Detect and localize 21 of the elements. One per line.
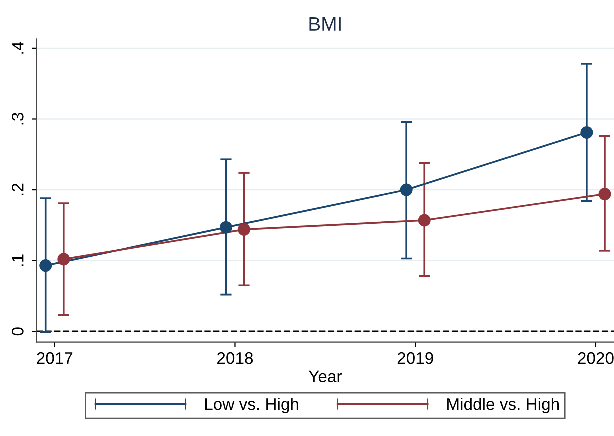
x-tick-label: 2017: [37, 352, 73, 364]
x-tick-label: 2020: [578, 352, 614, 364]
x-axis-title: Year: [308, 370, 342, 383]
y-tick-label: 0: [12, 328, 24, 336]
y-tick-label: .3: [12, 113, 24, 125]
point: [418, 214, 431, 227]
y-tick-label: .1: [12, 254, 24, 266]
y-tick-label: .2: [12, 184, 24, 196]
point: [598, 188, 612, 201]
point: [58, 253, 70, 266]
point: [40, 260, 52, 272]
x-tick-label: 2019: [398, 352, 434, 364]
point: [580, 126, 594, 139]
legend-label: Middle vs. High: [448, 398, 560, 414]
chart-title: BMI: [310, 18, 341, 31]
point: [220, 221, 232, 234]
x-tick-label: 2018: [218, 352, 254, 364]
point: [400, 184, 413, 196]
legend-label: Low vs. High: [205, 398, 298, 414]
point: [238, 223, 251, 236]
y-tick-label: .4: [12, 42, 24, 54]
